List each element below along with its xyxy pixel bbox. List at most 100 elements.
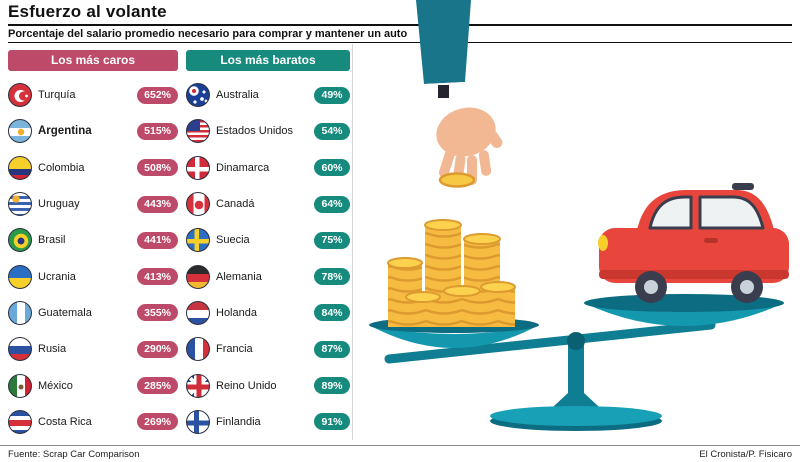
country-flag-icon bbox=[186, 228, 210, 253]
credit-note: El Cronista/P. Fisicaro bbox=[699, 448, 792, 460]
list-item: Guatemala 355% bbox=[8, 295, 178, 331]
source-note: Fuente: Scrap Car Comparison bbox=[8, 448, 140, 460]
country-flag-icon bbox=[8, 119, 32, 144]
country-label: Dinamarca bbox=[216, 161, 270, 174]
value-badge: 54% bbox=[314, 122, 350, 140]
cheap-column: Los más baratos Australia 49% Estados Un… bbox=[186, 50, 350, 440]
vertical-divider bbox=[352, 44, 353, 440]
country-label: Uruguay bbox=[38, 198, 80, 211]
country-label: Ucrania bbox=[38, 270, 76, 283]
car-pan bbox=[584, 294, 784, 326]
value-badge: 84% bbox=[314, 304, 350, 322]
subtitle: Porcentaje del salario promedio necesari… bbox=[8, 28, 408, 40]
value-badge: 413% bbox=[137, 268, 178, 286]
country-label: Rusia bbox=[38, 343, 67, 356]
country-flag-icon bbox=[186, 264, 210, 289]
expensive-rows-list: Turquía 652% Argentina 515% Colombia 508… bbox=[8, 77, 178, 440]
list-item: Rusia 290% bbox=[8, 331, 178, 367]
country-label: Costa Rica bbox=[38, 415, 92, 428]
list-item: Estados Unidos 54% bbox=[186, 113, 350, 149]
country-flag-icon bbox=[186, 192, 210, 217]
country-label: Reino Unido bbox=[216, 379, 277, 392]
value-badge: 75% bbox=[314, 231, 350, 249]
list-item: Australia 49% bbox=[186, 77, 350, 113]
beam bbox=[384, 320, 716, 364]
value-badge: 652% bbox=[137, 86, 178, 104]
value-badge: 508% bbox=[137, 159, 178, 177]
country-flag-icon bbox=[186, 409, 210, 434]
value-badge: 285% bbox=[137, 377, 178, 395]
country-flag-icon bbox=[186, 337, 210, 362]
car-icon bbox=[598, 183, 789, 303]
list-item: Ucrania 413% bbox=[8, 258, 178, 294]
value-badge: 443% bbox=[137, 195, 178, 213]
list-item: Costa Rica 269% bbox=[8, 404, 178, 440]
country-label: Brasil bbox=[38, 234, 66, 247]
value-badge: 64% bbox=[314, 195, 350, 213]
country-label: Canadá bbox=[216, 198, 255, 211]
cheap-header: Los más baratos bbox=[186, 50, 350, 71]
country-label: Argentina bbox=[38, 125, 92, 138]
country-label: Suecia bbox=[216, 234, 250, 247]
value-badge: 355% bbox=[137, 304, 178, 322]
country-label: México bbox=[38, 379, 73, 392]
list-item: Brasil 441% bbox=[8, 222, 178, 258]
country-label: Turquía bbox=[38, 89, 76, 102]
country-flag-icon bbox=[8, 192, 32, 217]
country-flag-icon bbox=[8, 83, 32, 108]
country-flag-icon bbox=[186, 83, 210, 108]
balance-scale-graphic bbox=[369, 0, 789, 431]
country-flag-icon bbox=[8, 373, 32, 398]
country-label: Finlandia bbox=[216, 415, 261, 428]
list-item: Francia 87% bbox=[186, 331, 350, 367]
country-label: Colombia bbox=[38, 161, 85, 174]
country-label: Australia bbox=[216, 89, 259, 102]
country-flag-icon bbox=[8, 300, 32, 325]
list-item: Argentina 515% bbox=[8, 113, 178, 149]
country-flag-icon bbox=[8, 155, 32, 180]
country-flag-icon bbox=[186, 155, 210, 180]
list-item: Holanda 84% bbox=[186, 295, 350, 331]
country-flag-icon bbox=[8, 228, 32, 253]
expensive-header: Los más caros bbox=[8, 50, 178, 71]
list-item: Colombia 508% bbox=[8, 150, 178, 186]
footer: Fuente: Scrap Car Comparison El Cronista… bbox=[0, 445, 800, 462]
page-title: Esfuerzo al volante bbox=[8, 2, 167, 21]
list-item: México 285% bbox=[8, 367, 178, 403]
value-badge: 515% bbox=[137, 122, 178, 140]
country-label: Estados Unidos bbox=[216, 125, 294, 138]
expensive-column: Los más caros Turquía 652% Argentina 515… bbox=[8, 50, 178, 440]
value-badge: 89% bbox=[314, 377, 350, 395]
value-badge: 78% bbox=[314, 268, 350, 286]
value-badge: 269% bbox=[137, 413, 178, 431]
list-item: Finlandia 91% bbox=[186, 404, 350, 440]
country-label: Holanda bbox=[216, 306, 257, 319]
hand-dropping-coin-icon bbox=[416, 0, 503, 188]
subtitle-rule bbox=[8, 42, 792, 43]
list-item: Dinamarca 60% bbox=[186, 150, 350, 186]
value-badge: 60% bbox=[314, 159, 350, 177]
country-flag-icon bbox=[8, 264, 32, 289]
country-label: Guatemala bbox=[38, 306, 92, 319]
coin-stacks-icon bbox=[387, 219, 516, 327]
country-flag-icon bbox=[186, 373, 210, 398]
country-label: Francia bbox=[216, 343, 253, 356]
list-item: Suecia 75% bbox=[186, 222, 350, 258]
pedestal bbox=[490, 339, 662, 431]
value-badge: 49% bbox=[314, 86, 350, 104]
list-item: Uruguay 443% bbox=[8, 186, 178, 222]
list-item: Reino Unido 89% bbox=[186, 367, 350, 403]
cheap-rows-list: Australia 49% Estados Unidos 54% Dinamar… bbox=[186, 77, 350, 440]
country-flag-icon bbox=[8, 409, 32, 434]
value-badge: 91% bbox=[314, 413, 350, 431]
country-flag-icon bbox=[8, 337, 32, 362]
list-item: Turquía 652% bbox=[8, 77, 178, 113]
title-rule bbox=[8, 24, 792, 26]
value-badge: 441% bbox=[137, 231, 178, 249]
country-flag-icon bbox=[186, 119, 210, 144]
country-label: Alemania bbox=[216, 270, 262, 283]
list-item: Alemania 78% bbox=[186, 258, 350, 294]
value-badge: 87% bbox=[314, 340, 350, 358]
scale-illustration bbox=[354, 0, 800, 446]
